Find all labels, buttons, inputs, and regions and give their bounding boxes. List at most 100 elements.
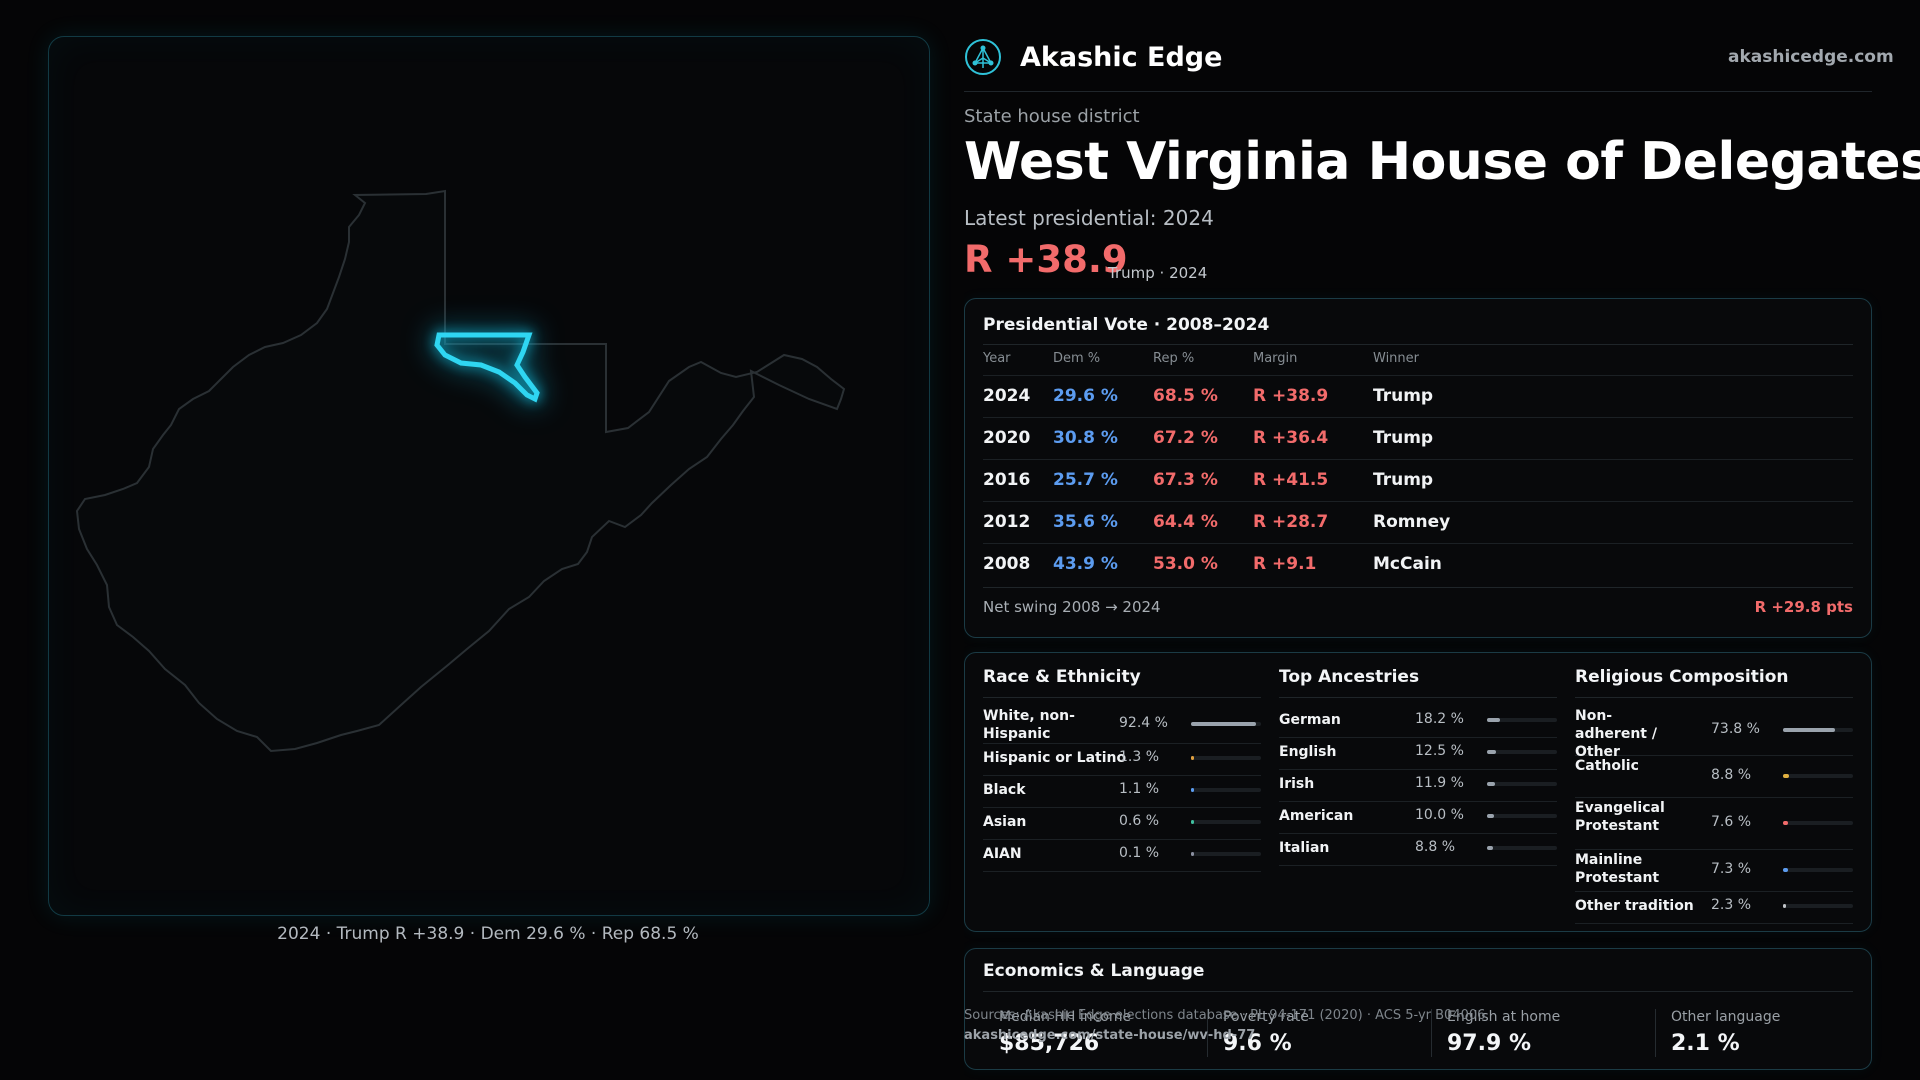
share-bar (1487, 750, 1557, 754)
stat-label: Hispanic or Latino (983, 750, 1127, 766)
share-bar (1191, 820, 1261, 824)
card-title: Economics & Language (983, 961, 1205, 981)
year-cell: 2024 (983, 386, 1031, 406)
headline-margin-note: Trump · 2024 (1108, 264, 1208, 282)
stat-value: 18.2 % (1415, 711, 1464, 727)
stat-label: Evangelical Protestant (1575, 800, 1665, 834)
source-url-link[interactable]: akashicedge.com/state-house/wv-hd-77 (964, 1028, 1256, 1043)
compass-network-icon (965, 39, 1001, 75)
column-header: Margin (1253, 351, 1298, 366)
stat-row: Other tradition 2.3 % (1575, 891, 1853, 924)
poverty-rate-stat: Poverty rate 9.6 % (1223, 1009, 1433, 1056)
margin-cell: R +9.1 (1253, 554, 1317, 574)
share-bar (1783, 868, 1853, 872)
divider (1279, 697, 1557, 698)
table-row: 2024 29.6 % 68.5 % R +38.9 Trump (983, 375, 1853, 417)
stat-label: English at home (1447, 1009, 1561, 1025)
state-map[interactable] (49, 37, 929, 915)
demographics-card: Race & Ethnicity White, non-Hispanic 92.4… (964, 652, 1872, 932)
section-title: Race & Ethnicity (983, 667, 1141, 687)
share-bar-fill (1487, 750, 1496, 754)
brand-url-link[interactable]: akashicedge.com (1728, 47, 1894, 67)
stat-label: Irish (1279, 776, 1315, 792)
stat-label: AIAN (983, 846, 1022, 862)
stat-row: Black 1.1 % (983, 775, 1261, 808)
rep-cell: 67.3 % (1153, 470, 1218, 490)
stat-value: 2.1 % (1671, 1031, 1740, 1056)
stat-row: German 18.2 % (1279, 705, 1557, 738)
brand[interactable]: Akashic Edge (964, 38, 1222, 76)
stat-label: American (1279, 808, 1354, 824)
stat-value: 8.8 % (1415, 839, 1456, 855)
dem-cell: 25.7 % (1053, 470, 1118, 490)
stat-value: 73.8 % (1711, 721, 1760, 737)
winner-cell: McCain (1373, 554, 1442, 574)
stat-label: Other tradition (1575, 898, 1694, 914)
stat-value: 0.1 % (1119, 845, 1160, 861)
section-title: Top Ancestries (1279, 667, 1420, 687)
brand-name: Akashic Edge (1020, 41, 1223, 73)
table-header: Year Dem % Rep % Margin Winner (983, 351, 1853, 375)
rep-cell: 53.0 % (1153, 554, 1218, 574)
divider (1655, 1009, 1656, 1057)
share-bar-fill (1487, 718, 1500, 722)
presidential-vote-card: Presidential Vote · 2008–2024 Year Dem %… (964, 298, 1872, 638)
share-bar (1783, 904, 1853, 908)
share-bar-fill (1487, 814, 1494, 818)
stat-row: White, non-Hispanic 92.4 % (983, 705, 1261, 744)
stat-label: Black (983, 782, 1026, 798)
card-title: Presidential Vote · 2008–2024 (983, 315, 1270, 335)
share-bar-fill (1191, 722, 1256, 726)
source-line: Sources: Akashic Edge elections database… (964, 1008, 1486, 1023)
share-bar-fill (1783, 868, 1788, 872)
stat-row: Evangelical Protestant 7.6 % (1575, 797, 1853, 850)
stat-value: 7.6 % (1711, 814, 1752, 830)
dem-cell: 35.6 % (1053, 512, 1118, 532)
median-income-stat: Median HH income $85,726 (999, 1009, 1209, 1056)
stat-row: Italian 8.8 % (1279, 833, 1557, 866)
winner-cell: Trump (1373, 470, 1434, 490)
stat-label: Non-adherent / Other (1575, 708, 1657, 760)
stat-value: 10.0 % (1415, 807, 1464, 823)
winner-cell: Trump (1373, 386, 1434, 406)
stat-row: English 12.5 % (1279, 737, 1557, 770)
stat-value: 97.9 % (1447, 1031, 1531, 1056)
rep-cell: 68.5 % (1153, 386, 1218, 406)
share-bar-fill (1487, 846, 1493, 850)
dem-cell: 29.6 % (1053, 386, 1118, 406)
stat-label: Italian (1279, 840, 1330, 856)
stat-label: Mainline Protestant (1575, 852, 1660, 886)
district-77-highlight[interactable] (434, 332, 540, 403)
year-cell: 2020 (983, 428, 1031, 448)
stat-row: American 10.0 % (1279, 801, 1557, 834)
stat-row: Hispanic or Latino 1.3 % (983, 743, 1261, 776)
details-panel: Akashic Edge akashicedge.com State house… (964, 0, 1920, 1080)
table-row: 2020 30.8 % 67.2 % R +36.4 Trump (983, 417, 1853, 459)
stat-value: 2.3 % (1711, 897, 1752, 913)
stat-row: Mainline Protestant 7.3 % (1575, 849, 1853, 892)
stat-row: AIAN 0.1 % (983, 839, 1261, 872)
stat-value: 1.1 % (1119, 781, 1160, 797)
share-bar (1191, 756, 1261, 760)
stat-label: English (1279, 744, 1337, 760)
page-title: West Virginia House of Delegates Distric… (964, 132, 1920, 192)
stat-label: Median HH income (999, 1009, 1132, 1025)
share-bar-fill (1191, 820, 1194, 824)
stat-label: German (1279, 712, 1341, 728)
margin-cell: R +41.5 (1253, 470, 1329, 490)
stat-value: 9.6 % (1223, 1031, 1292, 1056)
dem-cell: 30.8 % (1053, 428, 1118, 448)
net-swing-row: Net swing 2008 → 2024 R +29.8 pts (983, 587, 1853, 616)
share-bar-fill (1783, 774, 1789, 778)
year-cell: 2012 (983, 512, 1031, 532)
margin-cell: R +38.9 (1253, 386, 1329, 406)
economics-language-card: Economics & Language Median HH income $8… (964, 948, 1872, 1070)
column-header: Dem % (1053, 351, 1101, 366)
share-bar (1191, 852, 1261, 856)
year-cell: 2016 (983, 470, 1031, 490)
district-kind: State house district (964, 106, 1140, 127)
share-bar-fill (1487, 782, 1495, 786)
section-title: Religious Composition (1575, 667, 1789, 687)
divider (1575, 697, 1853, 698)
stat-label: Asian (983, 814, 1027, 830)
